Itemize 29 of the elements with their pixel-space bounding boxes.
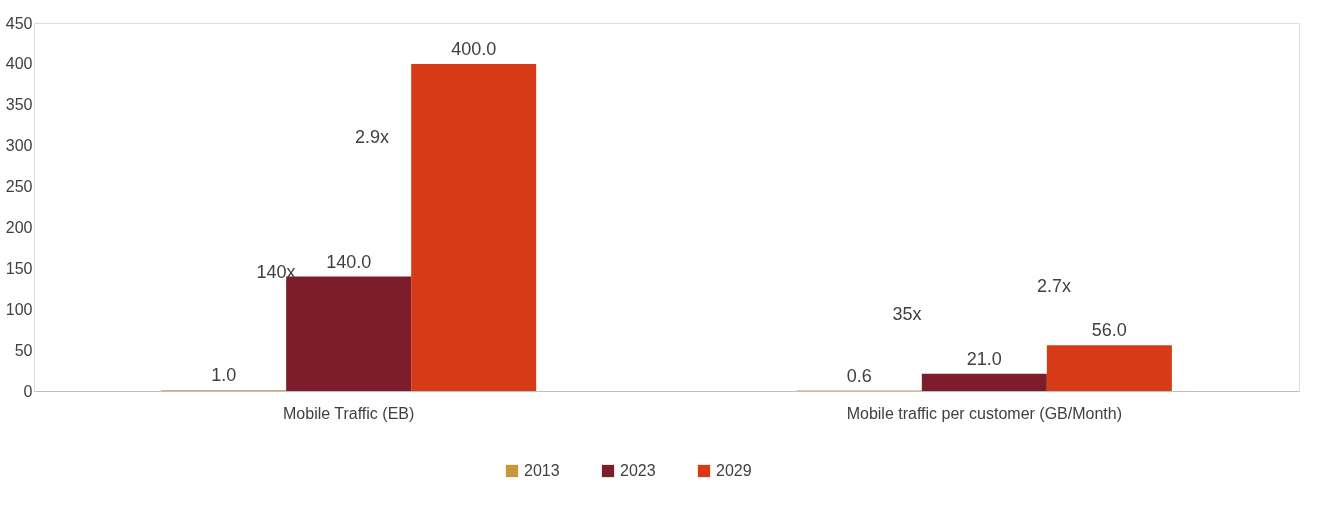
y-tick-label: 150 — [5, 259, 33, 277]
annotation: 2.7x — [1036, 276, 1072, 296]
bar — [1046, 345, 1172, 391]
data-label: 1.0 — [211, 365, 237, 386]
annotation: 35x — [892, 304, 922, 324]
annotation: 140x — [256, 262, 296, 282]
bar — [921, 373, 1047, 391]
data-label: 56.0 — [1091, 320, 1127, 341]
y-tick-label: 50 — [14, 341, 33, 359]
y-tick-label: 450 — [5, 14, 33, 32]
bar — [286, 276, 412, 391]
annotation: 2.9x — [354, 127, 390, 147]
y-tick-label: 200 — [5, 218, 33, 236]
y-tick-label: 250 — [5, 178, 33, 196]
y-tick-label: 350 — [5, 96, 33, 114]
bar — [411, 63, 537, 391]
x-tick-label: Mobile Traffic (EB) — [283, 404, 415, 422]
x-tick-label: Mobile traffic per customer (GB/Month) — [846, 404, 1123, 422]
legend-label: 2023 — [620, 462, 656, 479]
data-label: 21.0 — [966, 348, 1002, 369]
data-label: 400.0 — [451, 38, 497, 59]
y-tick-label: 0 — [23, 382, 33, 400]
y-tick-label: 400 — [5, 55, 33, 73]
y-tick-label: 100 — [5, 300, 33, 318]
legend-label: 2029 — [716, 462, 752, 479]
y-tick-label: 300 — [5, 137, 33, 155]
legend-label: 2013 — [524, 462, 560, 479]
data-label: 0.6 — [846, 365, 872, 386]
data-label: 140.0 — [326, 251, 372, 272]
